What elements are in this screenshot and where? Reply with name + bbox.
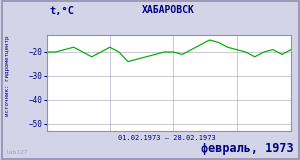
Text: источник: гидрометцентр: источник: гидрометцентр (5, 35, 10, 116)
Text: ХАБАРОВСК: ХАБАРОВСК (142, 5, 194, 15)
Text: lab127: lab127 (6, 150, 28, 155)
Text: 01.02.1973 – 28.02.1973: 01.02.1973 – 28.02.1973 (118, 135, 215, 141)
Text: февраль, 1973: февраль, 1973 (201, 142, 294, 155)
Text: t,°C: t,°C (50, 6, 74, 16)
